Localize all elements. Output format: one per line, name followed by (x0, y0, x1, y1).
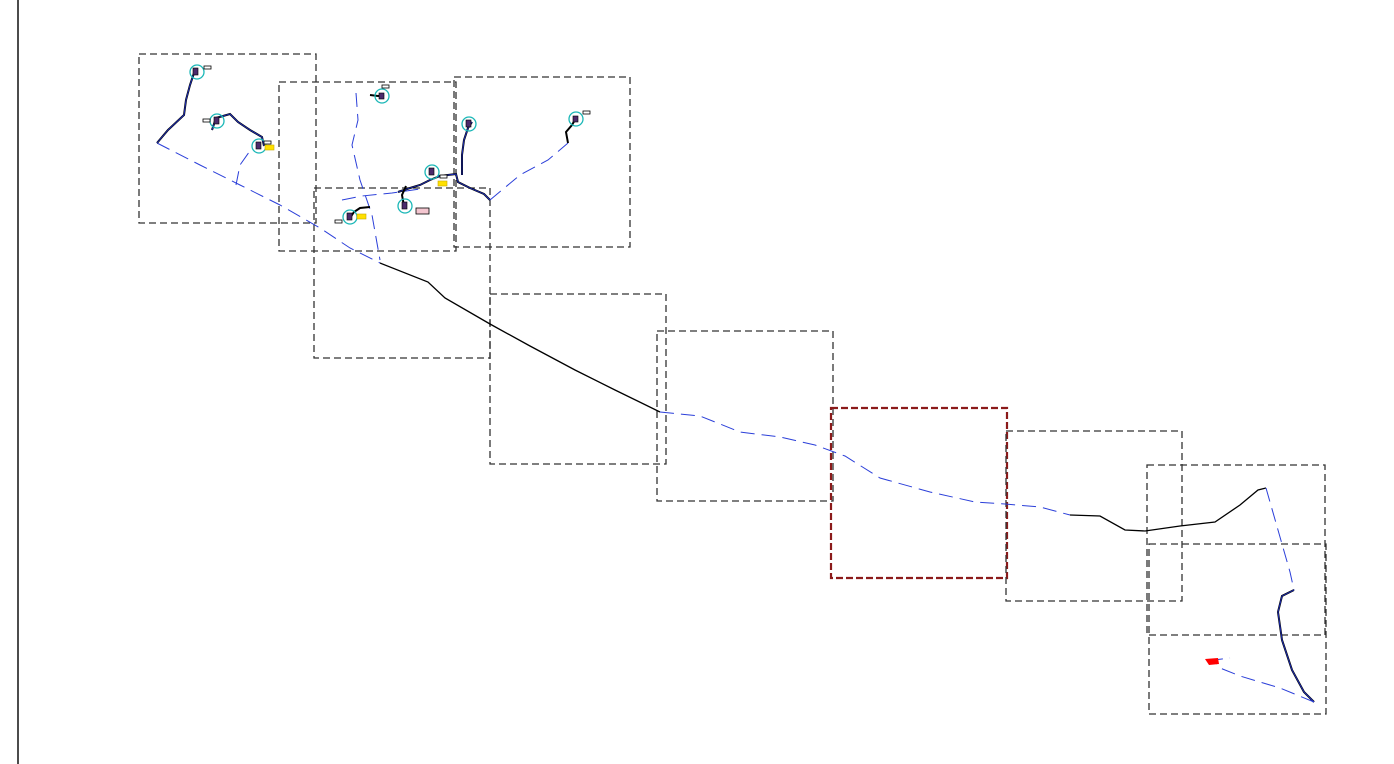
main-route (156, 142, 1315, 703)
route-solid-segment (379, 262, 661, 413)
marker[interactable] (461, 116, 477, 132)
selected-page-frame[interactable] (829, 406, 1009, 580)
marker-tag (263, 140, 272, 145)
marker-tag (334, 219, 343, 224)
page-frames (138, 53, 1327, 715)
marker-tag (381, 84, 390, 89)
page-frame[interactable] (313, 187, 491, 359)
page-frame[interactable] (489, 293, 667, 465)
marker-tag (203, 65, 212, 70)
marker-tag (202, 118, 211, 123)
marker-label (437, 180, 448, 187)
marker-tag (439, 174, 448, 179)
page-frame[interactable] (453, 76, 631, 248)
marker[interactable] (568, 110, 591, 127)
marker-tag (582, 110, 591, 115)
route-solid-segment (1276, 589, 1315, 703)
route-dashed-segment (156, 142, 381, 264)
branch-dashed (341, 188, 421, 201)
marker[interactable] (374, 84, 390, 104)
branch-dashed (489, 142, 569, 201)
marker[interactable] (202, 113, 225, 129)
page-frame[interactable] (1148, 543, 1327, 715)
page-frame[interactable] (656, 330, 834, 502)
branch-line (211, 112, 265, 147)
branch-dashed (235, 147, 253, 186)
marker-label (264, 144, 275, 151)
route-solid-segment (1069, 487, 1267, 532)
marker[interactable] (424, 164, 448, 187)
route-dashed-segment (659, 411, 1071, 516)
route-dashed-segment (1213, 657, 1315, 703)
markers (189, 64, 591, 225)
page-frame[interactable] (138, 53, 317, 224)
marker-label (356, 213, 367, 220)
marker[interactable] (251, 138, 275, 154)
page-frame[interactable] (278, 81, 457, 252)
end-marker[interactable] (1205, 658, 1219, 665)
branch-line (156, 69, 196, 144)
branch-routes (156, 69, 577, 261)
page-frame[interactable] (1146, 464, 1326, 636)
page-frame[interactable] (1005, 430, 1183, 602)
marker-label (415, 207, 430, 215)
marker[interactable] (334, 209, 367, 225)
branch-dashed (351, 92, 381, 261)
marker[interactable] (189, 64, 212, 80)
route-dashed-segment (1265, 487, 1295, 591)
marker[interactable] (397, 198, 430, 215)
